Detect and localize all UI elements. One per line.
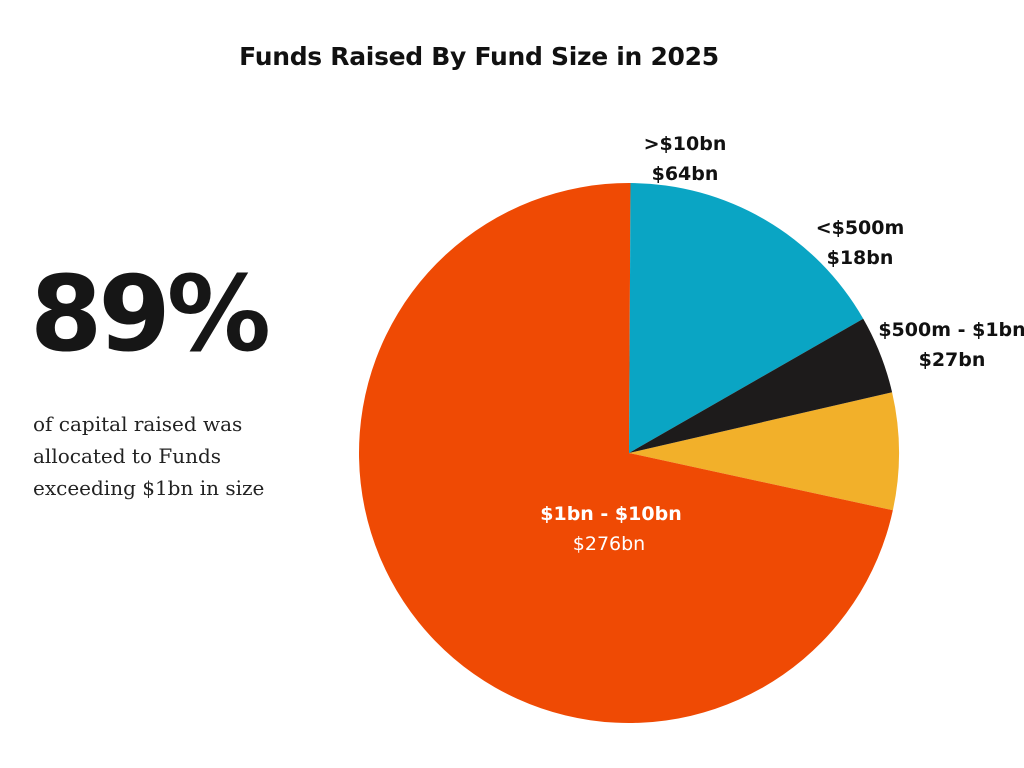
pie-slice-3	[629, 318, 893, 453]
slice-label-over-10bn: >$10bn $64bn	[644, 133, 727, 185]
slice-label-text: >$10bn	[644, 133, 727, 155]
slice-label-under-500m: <$500m $18bn	[816, 217, 905, 269]
pie-slice-0	[629, 392, 899, 511]
slice-label-1bn-10bn: $1bn - $10bn $276bn	[540, 503, 681, 555]
slice-label-500m-1bn: $500m - $1bn $27bn	[878, 319, 1024, 371]
slice-value-text: $276bn	[573, 533, 645, 555]
pie-slice-1	[359, 183, 893, 723]
slice-label-text: <$500m	[816, 217, 905, 239]
slice-value-text: $64bn	[652, 163, 719, 185]
caption-line: exceeding $1bn in size	[33, 476, 265, 500]
caption-line: of capital raised was	[33, 412, 243, 436]
slice-label-text: $1bn - $10bn	[540, 503, 681, 525]
caption-line: allocated to Funds	[33, 444, 222, 468]
highlight-caption: of capital raised was allocated to Funds…	[33, 408, 333, 504]
highlight-stat: 89%	[30, 253, 271, 375]
pie-slices	[359, 183, 899, 723]
slice-value-text: $18bn	[827, 247, 894, 269]
chart-title: Funds Raised By Fund Size in 2025	[239, 42, 719, 71]
slice-label-text: $500m - $1bn	[878, 319, 1024, 341]
slice-value-text: $27bn	[919, 349, 986, 371]
pie-slice-2	[629, 183, 864, 453]
